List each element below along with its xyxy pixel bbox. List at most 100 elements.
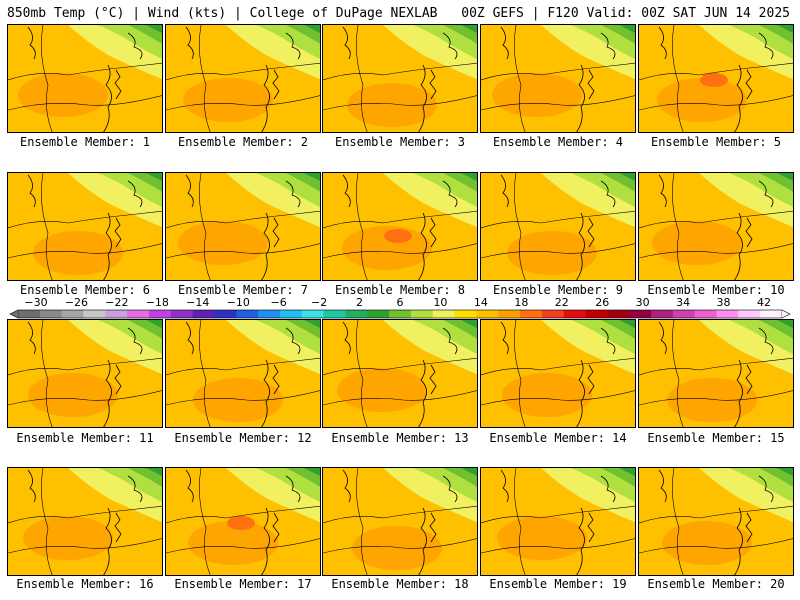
colorbar-swatch bbox=[39, 310, 63, 318]
colorbar-swatch bbox=[541, 310, 565, 318]
temperature-map bbox=[481, 173, 635, 280]
temperature-map bbox=[639, 468, 793, 575]
ensemble-member-label: Ensemble Member: 7 bbox=[177, 283, 309, 297]
ensemble-panel bbox=[638, 319, 794, 428]
ensemble-panel bbox=[638, 24, 794, 133]
temperature-map bbox=[323, 320, 477, 427]
temperature-map bbox=[639, 320, 793, 427]
ensemble-member-label: Ensemble Member: 20 bbox=[647, 577, 785, 591]
run-valid-time: 00Z GEFS | F120 Valid: 00Z SAT JUN 14 20… bbox=[461, 6, 790, 21]
colorbar-tick-label: −2 bbox=[311, 296, 327, 309]
temperature-map bbox=[323, 25, 477, 132]
temperature-map bbox=[166, 320, 320, 427]
temperature-map bbox=[481, 25, 635, 132]
colorbar-swatch bbox=[148, 310, 172, 318]
colorbar-tick-label: 6 bbox=[397, 296, 404, 309]
colorbar-swatch bbox=[432, 310, 456, 318]
colorbar-tick-label: −6 bbox=[271, 296, 287, 309]
ensemble-member-label: Ensemble Member: 12 bbox=[174, 431, 312, 445]
colorbar-tick-label: 14 bbox=[474, 296, 488, 309]
colorbar-swatch bbox=[738, 310, 761, 318]
colorbar-swatch bbox=[389, 310, 412, 318]
ensemble-member-label: Ensemble Member: 10 bbox=[647, 283, 785, 297]
ensemble-panel bbox=[322, 319, 478, 428]
ensemble-panel bbox=[322, 172, 478, 281]
colorbar-swatch bbox=[410, 310, 434, 318]
ensemble-member-label: Ensemble Member: 14 bbox=[489, 431, 627, 445]
colorbar-tick-label: −22 bbox=[105, 296, 128, 309]
colorbar-tick-label: 2 bbox=[356, 296, 363, 309]
ensemble-member-label: Ensemble Member: 11 bbox=[16, 431, 154, 445]
ensemble-member-label: Ensemble Member: 8 bbox=[334, 283, 466, 297]
ensemble-member-label: Ensemble Member: 3 bbox=[334, 135, 466, 149]
temperature-map bbox=[323, 468, 477, 575]
ensemble-panel bbox=[638, 467, 794, 576]
colorbar-swatch bbox=[629, 310, 652, 318]
temperature-map bbox=[323, 173, 477, 280]
colorbar-swatch bbox=[236, 310, 259, 318]
colorbar-tick-label: −18 bbox=[146, 296, 169, 309]
colorbar-swatch bbox=[301, 310, 325, 318]
colorbar-swatch bbox=[127, 310, 150, 318]
ensemble-panel bbox=[480, 172, 636, 281]
colorbar-swatch bbox=[83, 310, 106, 318]
colorbar-tick-label: −14 bbox=[186, 296, 209, 309]
ensemble-member-label: Ensemble Member: 1 bbox=[19, 135, 151, 149]
map-title: 850mb Temp (°C) | Wind (kts) | College o… bbox=[7, 6, 438, 21]
temperature-map bbox=[166, 173, 320, 280]
ensemble-panel bbox=[165, 319, 321, 428]
temperature-map bbox=[8, 320, 162, 427]
ensemble-member-label: Ensemble Member: 13 bbox=[331, 431, 469, 445]
colorbar-swatch bbox=[476, 310, 499, 318]
temperature-map bbox=[8, 173, 162, 280]
colorbar-swatch bbox=[760, 310, 783, 318]
ensemble-member-label: Ensemble Member: 9 bbox=[492, 283, 624, 297]
temperature-map bbox=[8, 25, 162, 132]
colorbar-swatch bbox=[694, 310, 718, 318]
colorbar-tick-label: 26 bbox=[595, 296, 609, 309]
ensemble-panel bbox=[165, 172, 321, 281]
ensemble-panel bbox=[322, 467, 478, 576]
colorbar-tick-label: −30 bbox=[24, 296, 47, 309]
ensemble-panel bbox=[480, 467, 636, 576]
colorbar-swatch bbox=[105, 310, 128, 318]
ensemble-panel bbox=[480, 24, 636, 133]
colorbar-swatch bbox=[258, 310, 281, 318]
ensemble-member-label: Ensemble Member: 2 bbox=[177, 135, 309, 149]
colorbar-swatch bbox=[192, 310, 215, 318]
ensemble-panel bbox=[7, 467, 163, 576]
temperature-map bbox=[481, 320, 635, 427]
colorbar-swatch bbox=[323, 310, 346, 318]
temperature-map bbox=[639, 173, 793, 280]
temperature-map bbox=[8, 468, 162, 575]
colorbar-tick-label: 18 bbox=[514, 296, 528, 309]
ensemble-member-label: Ensemble Member: 15 bbox=[647, 431, 785, 445]
colorbar-tick-label: 22 bbox=[555, 296, 569, 309]
ensemble-member-label: Ensemble Member: 17 bbox=[174, 577, 312, 591]
ensemble-member-label: Ensemble Member: 5 bbox=[650, 135, 782, 149]
colorbar-swatch bbox=[563, 310, 587, 318]
colorbar-tick-label: −26 bbox=[65, 296, 88, 309]
colorbar-tick-label: 42 bbox=[757, 296, 771, 309]
ensemble-member-label: Ensemble Member: 6 bbox=[19, 283, 151, 297]
ensemble-member-label: Ensemble Member: 18 bbox=[331, 577, 469, 591]
colorbar-tick-label: 10 bbox=[433, 296, 447, 309]
ensemble-member-label: Ensemble Member: 19 bbox=[489, 577, 627, 591]
colorbar-swatch bbox=[607, 310, 630, 318]
colorbar-tick-label: 34 bbox=[676, 296, 690, 309]
ensemble-member-label: Ensemble Member: 4 bbox=[492, 135, 624, 149]
colorbar-tick-label: −10 bbox=[227, 296, 250, 309]
ensemble-panel bbox=[322, 24, 478, 133]
colorbar-swatch bbox=[214, 310, 237, 318]
colorbar-swatch bbox=[672, 310, 696, 318]
ensemble-panel bbox=[7, 172, 163, 281]
ensemble-panel bbox=[7, 24, 163, 133]
colorbar-swatch bbox=[651, 310, 674, 318]
colorbar-swatch bbox=[61, 310, 84, 318]
ensemble-panel bbox=[165, 467, 321, 576]
colorbar-swatch bbox=[716, 310, 739, 318]
colorbar-tick-label: 38 bbox=[717, 296, 731, 309]
temperature-map bbox=[639, 25, 793, 132]
colorbar-tick-label: 30 bbox=[636, 296, 650, 309]
colorbar-swatch bbox=[18, 310, 41, 318]
